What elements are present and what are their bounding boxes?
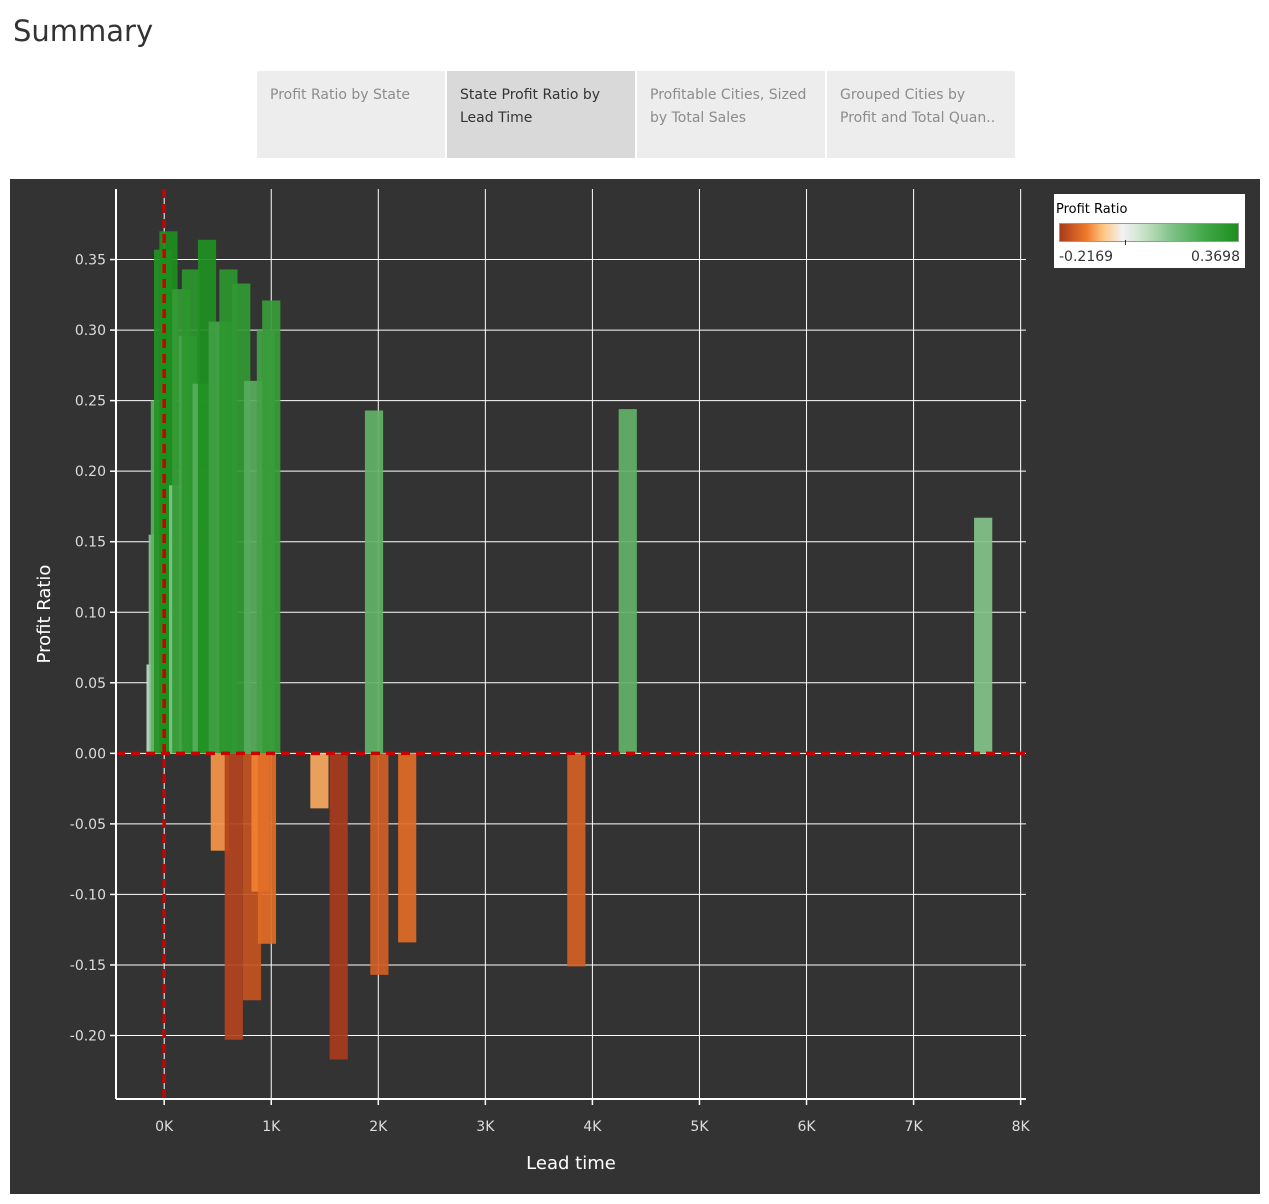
y-tick-label: 0.25	[75, 394, 106, 410]
y-tick-label: 0.05	[75, 676, 106, 692]
y-tick-label: -0.05	[70, 817, 106, 833]
x-tick-label: 4K	[583, 1119, 602, 1135]
legend-min-label: -0.2169	[1059, 249, 1114, 265]
bar[interactable]	[329, 753, 348, 1060]
y-tick-label: 0.30	[75, 323, 106, 339]
legend-title: Profit Ratio	[1056, 202, 1128, 217]
tab-profitable-cities[interactable]: Profitable Cities, Sized by Total Sales	[637, 71, 825, 158]
tab-bar: Profit Ratio by State State Profit Ratio…	[257, 71, 1017, 158]
y-tick-label: -0.10	[70, 887, 106, 903]
bars-layer	[146, 231, 993, 1060]
tab-label: Profit Ratio by State	[270, 87, 411, 103]
x-tick-label: 6K	[797, 1119, 816, 1135]
legend-max-label: 0.3698	[1191, 249, 1240, 265]
y-tick-label: 0.20	[75, 464, 106, 480]
bar[interactable]	[398, 753, 417, 943]
x-tick-label: 0K	[155, 1119, 174, 1135]
y-tick-label: 0.15	[75, 535, 106, 551]
tab-label-line2: Lead Time	[460, 110, 533, 126]
profit-ratio-chart[interactable]: 0K 1K 2K 3K 4K 5K 6K 7K 8K 0.35 0.30 0.25 0.20 0.15 0.…	[10, 179, 1040, 1194]
x-tick-label: 3K	[476, 1119, 495, 1135]
tab-grouped-cities[interactable]: Grouped Cities by Profit and Total Quan.…	[827, 71, 1015, 158]
x-tick-label: 8K	[1012, 1119, 1031, 1135]
bar[interactable]	[257, 753, 277, 944]
x-tick-label: 1K	[262, 1119, 281, 1135]
tab-state-profit-ratio-by-lead-time[interactable]: State Profit Ratio by Lead Time	[447, 71, 635, 158]
tab-label-line2: by Total Sales	[650, 110, 747, 126]
legend-zero-tick	[1125, 240, 1126, 245]
bar[interactable]	[370, 753, 389, 975]
y-tick-label: 0.35	[75, 253, 106, 269]
y-tick-label: -0.15	[70, 958, 106, 974]
y-axis-title: Profit Ratio	[34, 565, 55, 664]
x-axis-title: Lead time	[526, 1153, 616, 1174]
page-title: Summary	[13, 14, 154, 48]
x-tick-label: 5K	[690, 1119, 709, 1135]
bar[interactable]	[310, 753, 329, 809]
reference-lines-layer	[116, 189, 1026, 1099]
bar[interactable]	[210, 753, 229, 851]
tab-label: Profitable Cities, Sized	[650, 87, 807, 103]
bar[interactable]	[364, 410, 384, 754]
y-tick-label: -0.20	[70, 1029, 106, 1045]
axis-layer	[110, 189, 1026, 1105]
bar[interactable]	[567, 753, 586, 967]
legend-color-ramp	[1059, 223, 1239, 242]
bar[interactable]	[224, 753, 243, 1040]
tab-label: State Profit Ratio by	[460, 87, 601, 103]
bar[interactable]	[974, 517, 993, 754]
y-tick-label: 0.00	[75, 746, 106, 762]
profit-ratio-legend[interactable]: Profit Ratio -0.2169 0.3698	[1054, 194, 1245, 268]
y-tick-label: 0.10	[75, 605, 106, 621]
bar[interactable]	[618, 409, 637, 754]
tab-profit-ratio-by-state[interactable]: Profit Ratio by State	[257, 71, 445, 158]
tick-labels-layer: 0K 1K 2K 3K 4K 5K 6K 7K 8K 0.35 0.30 0.25 0.20 0.15 0.…	[70, 253, 1031, 1135]
chart-dashboard: 0K 1K 2K 3K 4K 5K 6K 7K 8K 0.35 0.30 0.25 0.20 0.15 0.…	[10, 179, 1260, 1194]
x-tick-label: 7K	[905, 1119, 924, 1135]
tab-label-line2: Profit and Total Quan..	[840, 110, 996, 126]
tab-label: Grouped Cities by	[840, 87, 966, 103]
x-tick-label: 2K	[369, 1119, 388, 1135]
bar[interactable]	[262, 300, 281, 754]
